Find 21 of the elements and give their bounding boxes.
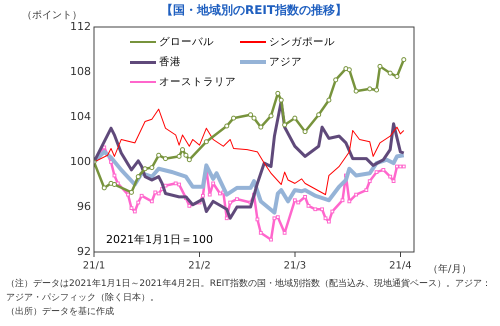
legend-label: アジア (269, 55, 302, 69)
y-tick-label: 92 (77, 244, 91, 258)
x-tick-label: 21/2 (188, 260, 211, 272)
text: （注）データは2021年1月1日～2021年4月2日。REIT指数の国・地域別指数（配当込み、現地通貨ベース）。アジア：アジア・パシフィック（除く日本）。 (6, 278, 492, 305)
y-tick-label: 108 (70, 64, 91, 78)
y-axis-title: （ポイント） (22, 9, 82, 22)
x-axis-title: （年/月） (428, 263, 472, 276)
legend-label: シンガポール (269, 35, 335, 49)
x-tick-label: 21/1 (82, 260, 106, 272)
legend-label: オーストラリア (159, 75, 236, 89)
y-tick-label: 112 (70, 20, 91, 33)
x-tick-label: 21/4 (389, 260, 412, 272)
annotation: 2021年1月1日＝100 (106, 233, 213, 246)
text: （出所）データを基に作成 (6, 306, 115, 319)
y-tick-label: 96 (77, 200, 91, 213)
x-tick-label: 21/3 (284, 260, 306, 272)
legend-label: グローバル (159, 35, 214, 49)
y-tick-label: 104 (70, 110, 91, 123)
legend-label: 香港 (159, 55, 181, 69)
y-tick-label: 100 (70, 154, 91, 168)
chart-title: 【国・地域別のREIT指数の推移】 (160, 2, 348, 19)
